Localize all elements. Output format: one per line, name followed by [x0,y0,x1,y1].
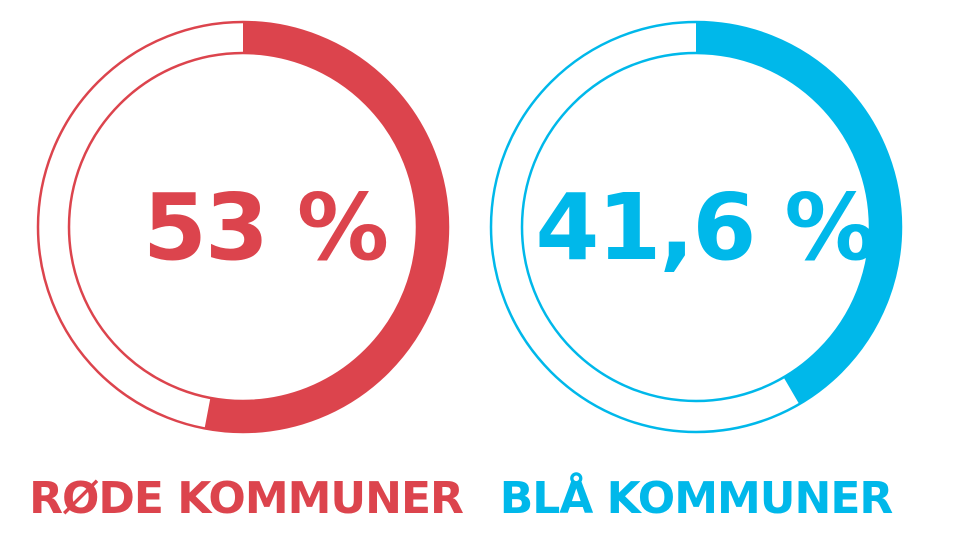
arc-blue [696,22,901,405]
arc-red [204,22,448,432]
value-label-red: 53 % [143,174,387,281]
category-label-blue: BLÅ KOMMUNER [500,471,893,524]
chart-blue-kommuner: 41,6 % BLÅ KOMMUNER [489,20,903,524]
value-label-blue: 41,6 % [535,174,874,281]
category-label-red: RØDE KOMMUNER [29,473,463,524]
chart-red-kommuner: 53 % RØDE KOMMUNER [29,20,464,524]
